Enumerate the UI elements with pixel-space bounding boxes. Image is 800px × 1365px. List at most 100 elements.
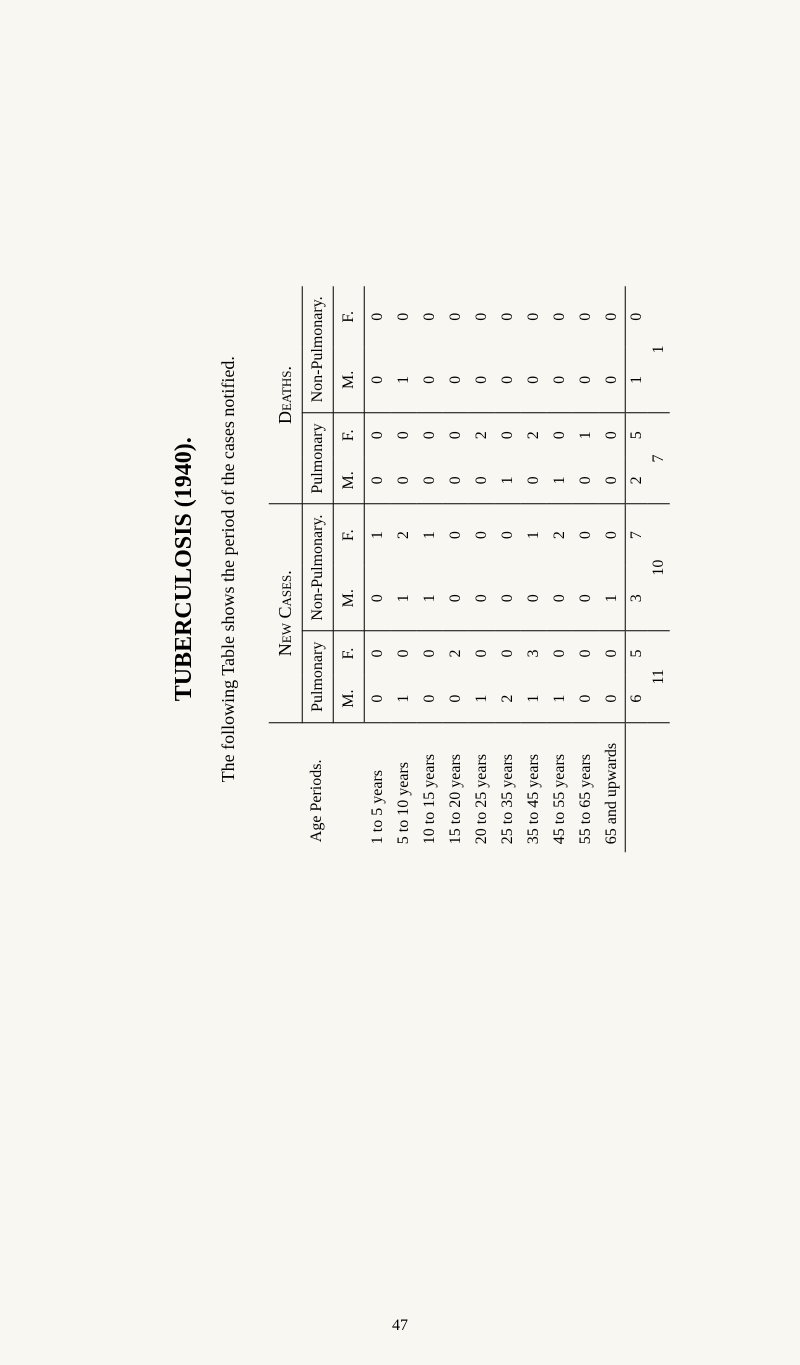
data-cell: 1 <box>546 675 572 722</box>
age-period: 65 and upwards <box>598 722 625 852</box>
data-cell: 2 <box>494 675 520 722</box>
grand-nc-np: 10 <box>647 504 669 631</box>
data-cell: 0 <box>572 286 598 347</box>
nc-pulmonary-header: Pulmonary <box>302 631 333 722</box>
table-row: 15 to 20 years02000000 <box>442 286 468 852</box>
m-header: M. <box>333 566 364 631</box>
data-cell: 0 <box>364 413 390 457</box>
document-title: TUBERCULOSIS (1940). <box>171 19 198 1119</box>
data-cell: 1 <box>390 566 416 631</box>
data-cell: 0 <box>598 347 625 413</box>
data-cell: 2 <box>468 413 494 457</box>
data-cell: 1 <box>494 457 520 504</box>
d-pulmonary-header: Pulmonary <box>302 413 333 504</box>
data-cell: 0 <box>416 413 442 457</box>
data-cell: 0 <box>598 457 625 504</box>
data-cell: 0 <box>364 566 390 631</box>
data-cell: 1 <box>468 675 494 722</box>
age-period: 55 to 65 years <box>572 722 598 852</box>
data-cell: 1 <box>390 675 416 722</box>
data-cell: 0 <box>468 566 494 631</box>
data-cell: 0 <box>494 347 520 413</box>
grand-d-np: 1 <box>647 286 669 413</box>
total-nc-pf: 5 <box>625 631 648 675</box>
deaths-header: Deaths. <box>269 286 303 504</box>
nc-nonpulmonary-header: Non-Pulmonary. <box>302 504 333 631</box>
data-cell: 0 <box>494 413 520 457</box>
data-cell: 0 <box>468 457 494 504</box>
data-cell: 0 <box>364 347 390 413</box>
age-period: 20 to 25 years <box>468 722 494 852</box>
data-cell: 0 <box>364 675 390 722</box>
document-subtitle: The following Table shows the period of … <box>218 19 239 1119</box>
data-cell: 0 <box>546 286 572 347</box>
data-cell: 1 <box>416 504 442 566</box>
data-cell: 0 <box>520 457 546 504</box>
data-cell: 1 <box>416 566 442 631</box>
data-cell: 0 <box>390 631 416 675</box>
data-cell: 0 <box>546 347 572 413</box>
data-cell: 2 <box>546 504 572 566</box>
data-cell: 1 <box>546 457 572 504</box>
data-cell: 2 <box>390 504 416 566</box>
data-cell: 2 <box>520 413 546 457</box>
age-period: 25 to 35 years <box>494 722 520 852</box>
age-period: 5 to 10 years <box>390 722 416 852</box>
total-nc-npm: 3 <box>625 566 648 631</box>
total-d-npf: 0 <box>625 286 648 347</box>
data-cell: 0 <box>442 675 468 722</box>
age-period: 45 to 55 years <box>546 722 572 852</box>
data-cell: 0 <box>364 286 390 347</box>
data-cell: 0 <box>572 504 598 566</box>
grand-nc-p: 11 <box>647 631 669 722</box>
data-cell: 0 <box>598 631 625 675</box>
data-cell: 0 <box>364 631 390 675</box>
age-period: 35 to 45 years <box>520 722 546 852</box>
data-cell: 0 <box>572 457 598 504</box>
data-cell: 0 <box>468 504 494 566</box>
table-row: 35 to 45 years13010200 <box>520 286 546 852</box>
data-cell: 0 <box>494 286 520 347</box>
data-cell: 1 <box>364 504 390 566</box>
data-cell: 1 <box>572 413 598 457</box>
rotated-table-container: TUBERCULOSIS (1940). The following Table… <box>171 19 670 1119</box>
data-cell: 0 <box>520 286 546 347</box>
m-header: M. <box>333 457 364 504</box>
total-d-pm: 2 <box>625 457 648 504</box>
data-cell: 0 <box>494 504 520 566</box>
data-cell: 0 <box>442 347 468 413</box>
d-nonpulmonary-header: Non-Pulmonary. <box>302 286 333 413</box>
data-cell: 0 <box>494 566 520 631</box>
data-cell: 0 <box>546 631 572 675</box>
age-period: 10 to 15 years <box>416 722 442 852</box>
age-period: 1 to 5 years <box>364 722 390 852</box>
data-cell: 1 <box>520 504 546 566</box>
age-header: Age Periods. <box>269 722 365 852</box>
data-cell: 0 <box>390 413 416 457</box>
data-cell: 0 <box>442 566 468 631</box>
data-cell: 2 <box>442 631 468 675</box>
table-row: 1 to 5 years00010000 <box>364 286 390 852</box>
data-cell: 0 <box>572 631 598 675</box>
data-cell: 0 <box>572 566 598 631</box>
f-header: F. <box>333 413 364 457</box>
page-number: 47 <box>392 1317 408 1335</box>
table-row: 20 to 25 years10000200 <box>468 286 494 852</box>
grand-d-p: 7 <box>647 413 669 504</box>
f-header: F. <box>333 631 364 675</box>
m-header: M. <box>333 675 364 722</box>
data-cell: 0 <box>598 413 625 457</box>
table-row: 10 to 15 years00110000 <box>416 286 442 852</box>
data-cell: 0 <box>390 457 416 504</box>
data-cell: 0 <box>520 347 546 413</box>
data-cell: 1 <box>520 675 546 722</box>
data-cell: 0 <box>442 457 468 504</box>
data-cell: 0 <box>442 413 468 457</box>
table-row: 25 to 35 years20001000 <box>494 286 520 852</box>
data-cell: 0 <box>468 631 494 675</box>
new-cases-header: New Cases. <box>269 504 303 722</box>
data-cell: 0 <box>520 566 546 631</box>
data-cell: 0 <box>468 286 494 347</box>
table-row: 65 and upwards00100000 <box>598 286 625 852</box>
data-cell: 1 <box>598 566 625 631</box>
